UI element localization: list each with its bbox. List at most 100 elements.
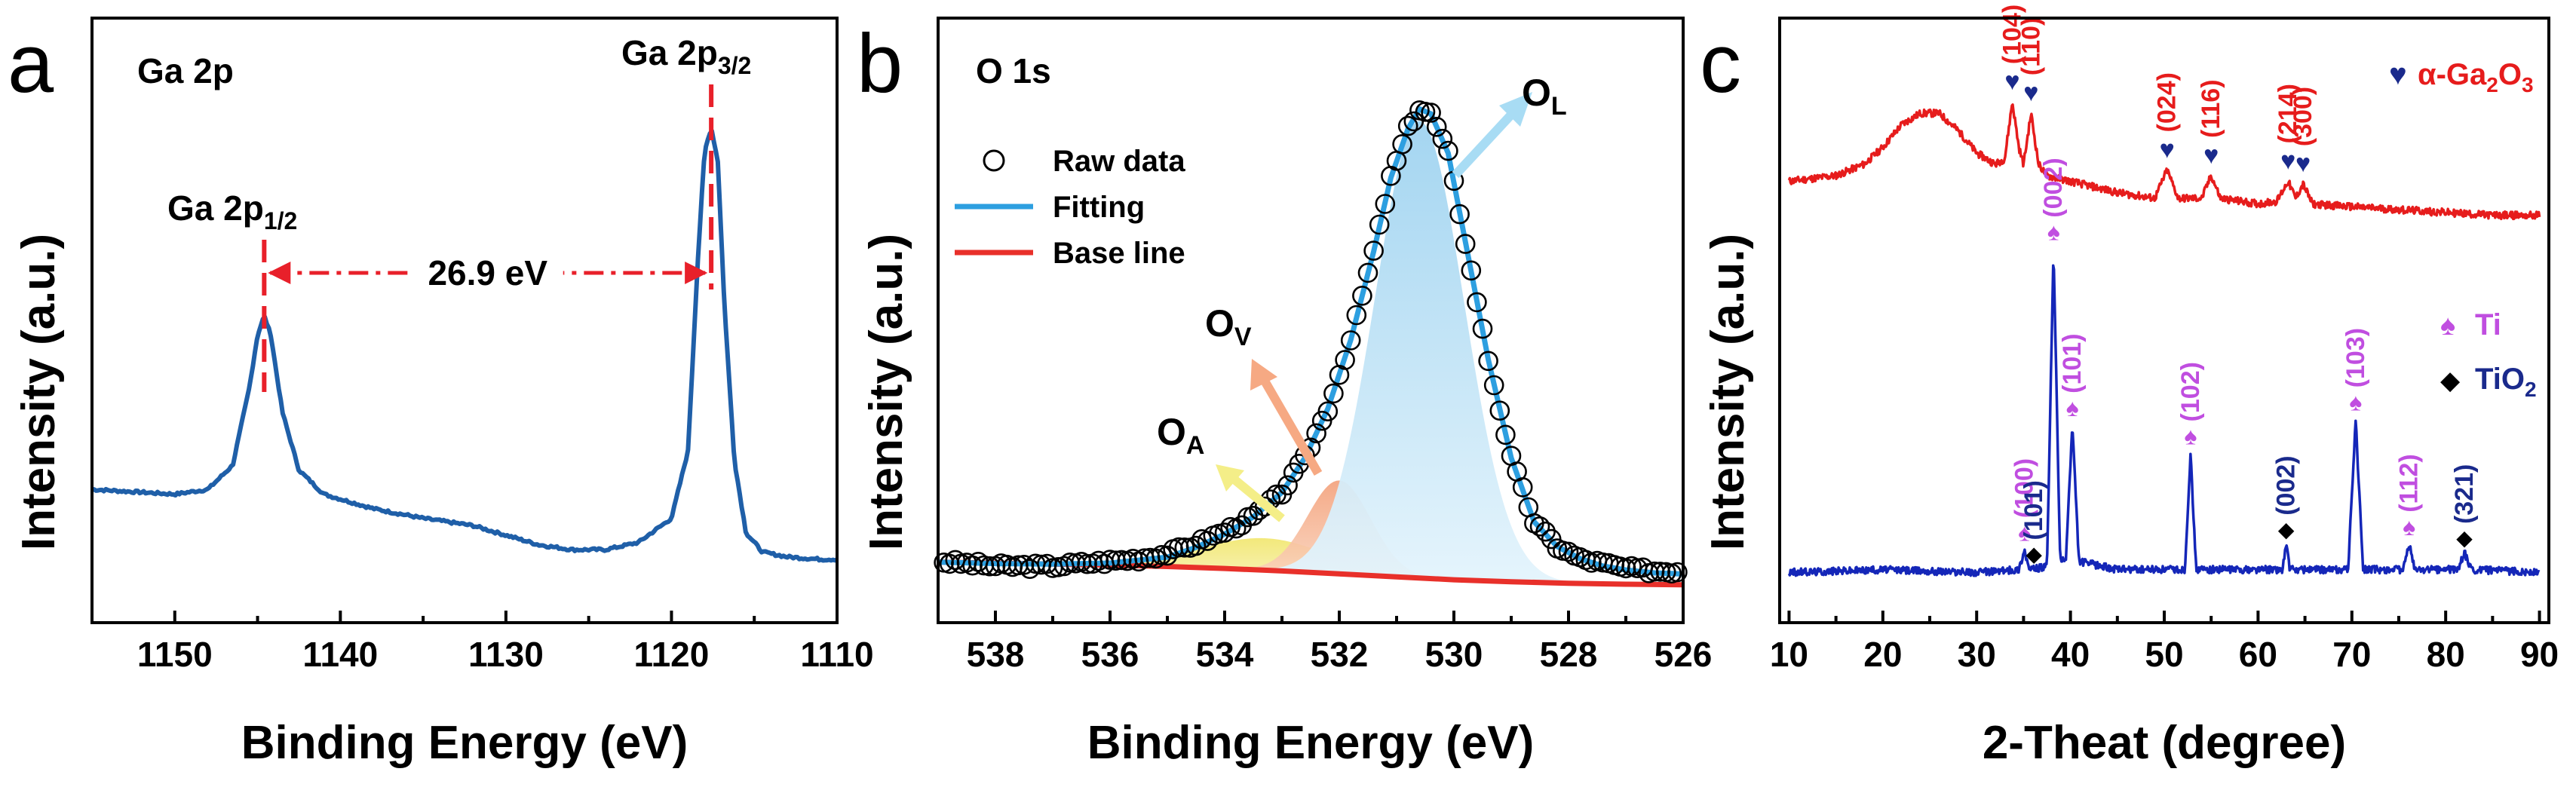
ti-peak-marker-1: ♠ — [2047, 219, 2060, 246]
raw-data-point — [1375, 194, 1396, 214]
peak-label-ga2p32-sub: 3/2 — [718, 52, 751, 79]
panel-a-plot-area — [91, 84, 839, 563]
ga2o3-peak-label-3: (116) — [2197, 79, 2225, 138]
ti-peak-marker-2: ♠ — [2066, 394, 2079, 421]
ga2o3-peak-marker-0: ♥ — [2004, 67, 2019, 96]
panel-b-x-label: Binding Energy (eV) — [1087, 717, 1534, 769]
label-o-vacancy: OV — [1205, 302, 1252, 351]
panel-c-plot-area: ♥(104)♥(110)♥(024)♥(116)♥(214)♥(300)♠(10… — [1787, 5, 2541, 577]
raw-data-point — [1426, 117, 1447, 137]
arrow-ol — [1452, 109, 1516, 179]
panel-b-x-tick-label-1: 536 — [1081, 635, 1139, 674]
panel-a-x-tick-label-1: 1140 — [302, 635, 378, 674]
label-o-vacancy-sub: V — [1234, 323, 1252, 351]
panel-c-x-tick-label-1: 20 — [1863, 635, 1902, 674]
legend-ti-symbol: ♠ — [2440, 310, 2455, 341]
raw-data-point — [1352, 285, 1372, 306]
raw-data-point — [1455, 234, 1476, 254]
raw-data-point — [1512, 477, 1533, 498]
ti-peak-label-4: (103) — [2341, 328, 2370, 387]
panel-a-x-tick-label-4: 1110 — [800, 635, 873, 674]
fitting-line — [937, 106, 1684, 577]
panel-b-header: O 1s — [976, 51, 1051, 90]
panel-c-x-tick-label-8: 90 — [2520, 635, 2559, 674]
legend-ga2o3-symbol: ♥ — [2389, 58, 2407, 91]
panel-b-x-tick-label-0: 538 — [967, 635, 1025, 674]
raw-data-point — [1461, 260, 1482, 281]
raw-data-point — [1529, 516, 1550, 537]
raw-data-point — [1317, 401, 1339, 422]
panel-c-x-tick-label-0: 10 — [1770, 635, 1808, 674]
ti-peak-marker-0: ♠ — [2018, 519, 2031, 546]
ti-peak-marker-4: ♠ — [2349, 388, 2362, 415]
label-o-adsorbed-main: O — [1157, 411, 1186, 453]
peak-label-ga2p12: Ga 2p1/2 — [167, 188, 297, 234]
panel-b-axes-frame — [937, 17, 1685, 624]
panel-c-x-tick-label-7: 80 — [2427, 635, 2465, 674]
ga2o3-peak-marker-1: ♥ — [2023, 78, 2038, 107]
ga2o3-peak-label-1: (110) — [2016, 17, 2045, 76]
tio2-peak-label-0: (101) — [2019, 480, 2048, 540]
legend-tio2-symbol: ◆ — [2440, 366, 2461, 395]
component-ov-area — [938, 480, 1683, 585]
raw-data-point — [1346, 305, 1367, 326]
raw-data-point — [1397, 115, 1418, 136]
raw-data-point — [1478, 351, 1498, 372]
panel-letter-b: b — [857, 17, 903, 110]
raw-data-point — [1185, 535, 1207, 556]
legend-fitting-label: Fitting — [1053, 191, 1145, 224]
peak-label-ga2p32: Ga 2p3/2 — [621, 33, 751, 79]
ti-peak-label-0: (100) — [2010, 458, 2039, 518]
raw-data-point — [1357, 262, 1378, 283]
ti-peak-label-1: (002) — [2039, 158, 2068, 217]
panel-letter-c: c — [1700, 17, 1741, 110]
tio2-peak-marker-2: ◆ — [2456, 526, 2473, 550]
legend-ga2o3-label: α-Ga2O3 — [2418, 58, 2534, 96]
panel-c-x-ticks: 10 20 30 40 50 60 70 80 90 — [1770, 611, 2559, 674]
peak-label-ga2p12-sub: 1/2 — [264, 207, 297, 234]
raw-data-point — [1495, 424, 1516, 446]
raw-data-point — [1145, 548, 1167, 569]
raw-data-point — [1558, 541, 1579, 562]
panel-letter-a: a — [8, 17, 54, 110]
ga2o3-peak-marker-5: ♥ — [2295, 149, 2311, 178]
legend-ga2o3-sub1: 2 — [2486, 73, 2498, 96]
tio2-peak-marker-0: ◆ — [2026, 543, 2042, 566]
panel-a-x-label: Binding Energy (eV) — [241, 717, 688, 769]
legend-ti-label: Ti — [2475, 308, 2501, 341]
raw-data-point — [1483, 375, 1504, 396]
ti-peak-label-5: (112) — [2395, 454, 2424, 513]
panel-a-header: Ga 2p — [137, 51, 234, 90]
panel-c-x-tick-label-2: 30 — [1958, 635, 1996, 674]
peak-label-ga2p32-main: Ga 2p — [621, 33, 718, 72]
label-o-adsorbed-sub: A — [1186, 431, 1205, 460]
arrow-ol-head — [1499, 92, 1532, 127]
arrow-ov — [1258, 374, 1323, 476]
panel-a-axes-frame — [90, 17, 839, 624]
panel-a-x-tick-label-3: 1120 — [634, 635, 710, 674]
raw-data-point — [1152, 544, 1172, 565]
panel-c-x-tick-label-5: 60 — [2239, 635, 2277, 674]
raw-data-point — [1369, 214, 1390, 235]
ga2o3-peak-label-4: (214) — [2274, 84, 2302, 143]
panel-a-x-tick-label-2: 1130 — [468, 635, 544, 674]
panel-b-x-tick-label-6: 526 — [1654, 635, 1713, 674]
raw-data-point — [1667, 562, 1688, 583]
legend-ga2o3-prefix: α-Ga — [2418, 58, 2487, 91]
panel-a-y-label: Intensity (a.u.) — [13, 234, 65, 550]
panel-b-legend: Raw data Fitting Base line — [955, 145, 1185, 270]
ga2o3-pattern-line — [1787, 103, 2541, 221]
raw-data-point — [1335, 350, 1355, 370]
raw-data-point — [1340, 330, 1361, 351]
ga2o3-peak-marker-3: ♥ — [2203, 141, 2219, 170]
raw-data-point — [1432, 128, 1453, 149]
panel-a-x-tick-label-0: 1150 — [137, 635, 213, 674]
raw-data-point — [1323, 383, 1344, 404]
raw-data-point — [1467, 292, 1487, 313]
tio2-peak-marker-1: ◆ — [2278, 518, 2295, 541]
panel-c-x-label: 2-Theat (degree) — [1983, 717, 2346, 769]
raw-data-point — [1489, 400, 1510, 421]
label-o-vacancy-main: O — [1205, 302, 1234, 345]
raw-data-point — [1174, 537, 1195, 558]
legend-raw-data-marker — [983, 149, 1005, 172]
